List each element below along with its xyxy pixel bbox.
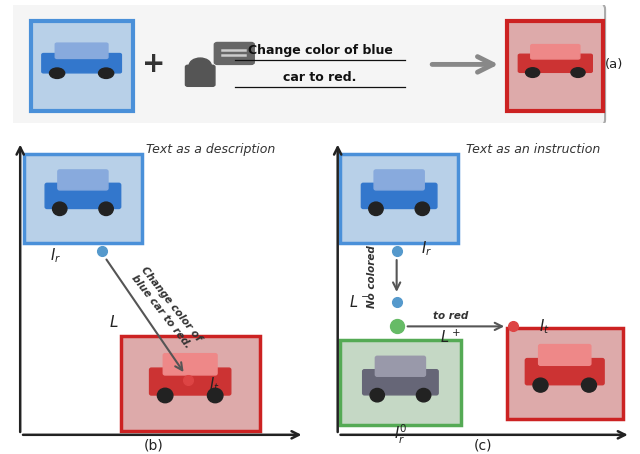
Bar [507, 328, 623, 419]
Circle shape [157, 388, 173, 403]
Circle shape [99, 202, 113, 216]
Circle shape [52, 202, 67, 216]
Text: +: + [143, 50, 166, 79]
Bar [120, 336, 260, 431]
Bar [340, 340, 461, 425]
Circle shape [49, 68, 65, 79]
FancyBboxPatch shape [42, 54, 122, 73]
FancyBboxPatch shape [363, 370, 438, 395]
Circle shape [417, 389, 431, 402]
Text: Text as a description: Text as a description [146, 143, 275, 156]
FancyBboxPatch shape [214, 43, 254, 64]
Text: $I_t$: $I_t$ [209, 375, 220, 395]
FancyBboxPatch shape [6, 1, 605, 127]
Text: (c): (c) [474, 439, 492, 452]
FancyBboxPatch shape [531, 44, 580, 59]
Text: $I_r^0$: $I_r^0$ [394, 423, 407, 446]
Circle shape [369, 202, 383, 216]
FancyBboxPatch shape [518, 54, 592, 72]
Text: $L$: $L$ [109, 314, 119, 330]
Text: $I_r$: $I_r$ [50, 247, 61, 266]
Circle shape [571, 68, 585, 77]
Circle shape [370, 389, 385, 402]
Bar [508, 21, 603, 111]
FancyBboxPatch shape [375, 356, 426, 376]
FancyBboxPatch shape [186, 65, 215, 86]
Text: Text as an instruction: Text as an instruction [467, 143, 600, 156]
Circle shape [207, 388, 223, 403]
FancyBboxPatch shape [163, 354, 217, 375]
Text: car to red.: car to red. [284, 70, 356, 84]
FancyBboxPatch shape [539, 345, 591, 365]
Bar [340, 154, 458, 243]
Text: No colored: No colored [367, 245, 376, 308]
Text: $I_r$: $I_r$ [421, 240, 432, 258]
Circle shape [99, 68, 114, 79]
FancyBboxPatch shape [150, 368, 231, 395]
Text: $L^-$: $L^-$ [349, 294, 369, 310]
Text: Change color of blue: Change color of blue [248, 44, 392, 57]
Circle shape [415, 202, 429, 216]
Text: (b): (b) [144, 439, 164, 452]
Circle shape [525, 68, 540, 77]
Text: to red: to red [433, 311, 468, 321]
Text: $I_t$: $I_t$ [540, 317, 550, 336]
Text: Change color of
blue car to red.: Change color of blue car to red. [129, 264, 204, 351]
FancyBboxPatch shape [55, 43, 108, 59]
FancyBboxPatch shape [374, 170, 424, 190]
FancyBboxPatch shape [45, 183, 121, 208]
Text: $L^+$: $L^+$ [440, 328, 461, 345]
Text: (a): (a) [605, 58, 623, 71]
Circle shape [582, 378, 596, 392]
FancyBboxPatch shape [58, 170, 108, 190]
Bar [24, 154, 142, 243]
FancyBboxPatch shape [525, 359, 604, 385]
FancyBboxPatch shape [362, 183, 437, 208]
Circle shape [533, 378, 548, 392]
Circle shape [189, 58, 211, 73]
Bar [31, 21, 132, 111]
